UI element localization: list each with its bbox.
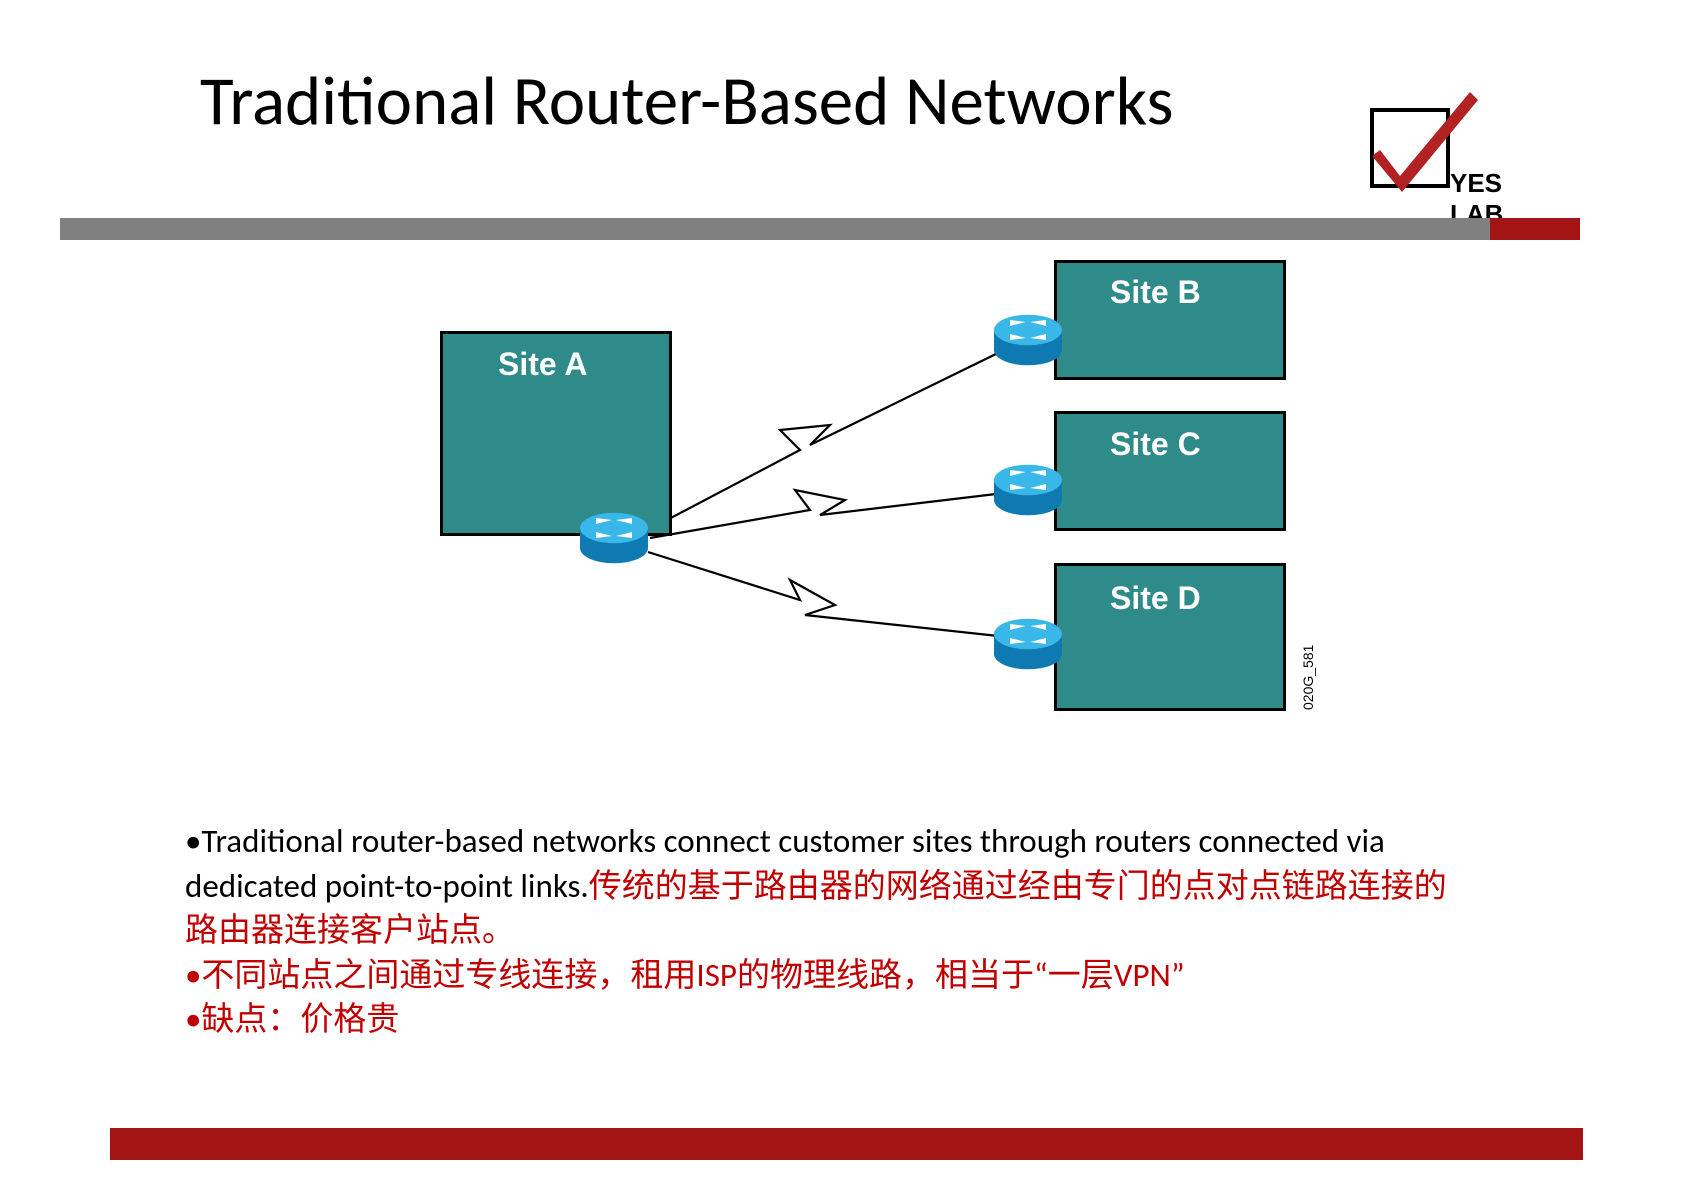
link-lines — [0, 0, 1683, 800]
body-text: •Traditional router-based networks conne… — [185, 819, 1465, 1042]
site-b-label: Site B — [1110, 274, 1201, 311]
router-c-icon — [988, 450, 1068, 530]
bullet: •Traditional router-based networks conne… — [185, 819, 1465, 953]
site-a-label: Site A — [498, 346, 588, 383]
bullet: •缺点：价格贵 — [185, 997, 1465, 1042]
router-b-icon — [988, 300, 1068, 380]
link-a-b — [648, 352, 1000, 530]
router-d-icon — [988, 604, 1068, 684]
slide: Traditional Router-Based Networks YES LA… — [0, 0, 1683, 1190]
link-a-d — [648, 552, 998, 636]
site-d-label: Site D — [1110, 580, 1201, 617]
router-a-icon — [574, 498, 654, 578]
site-c-label: Site C — [1110, 426, 1201, 463]
bottom-bar — [110, 1128, 1583, 1160]
link-a-c — [650, 490, 996, 538]
bullet: •不同站点之间通过专线连接，租用ISP的物理线路，相当于“一层VPN” — [185, 953, 1465, 998]
figure-reference: 020G_581 — [1300, 645, 1316, 710]
